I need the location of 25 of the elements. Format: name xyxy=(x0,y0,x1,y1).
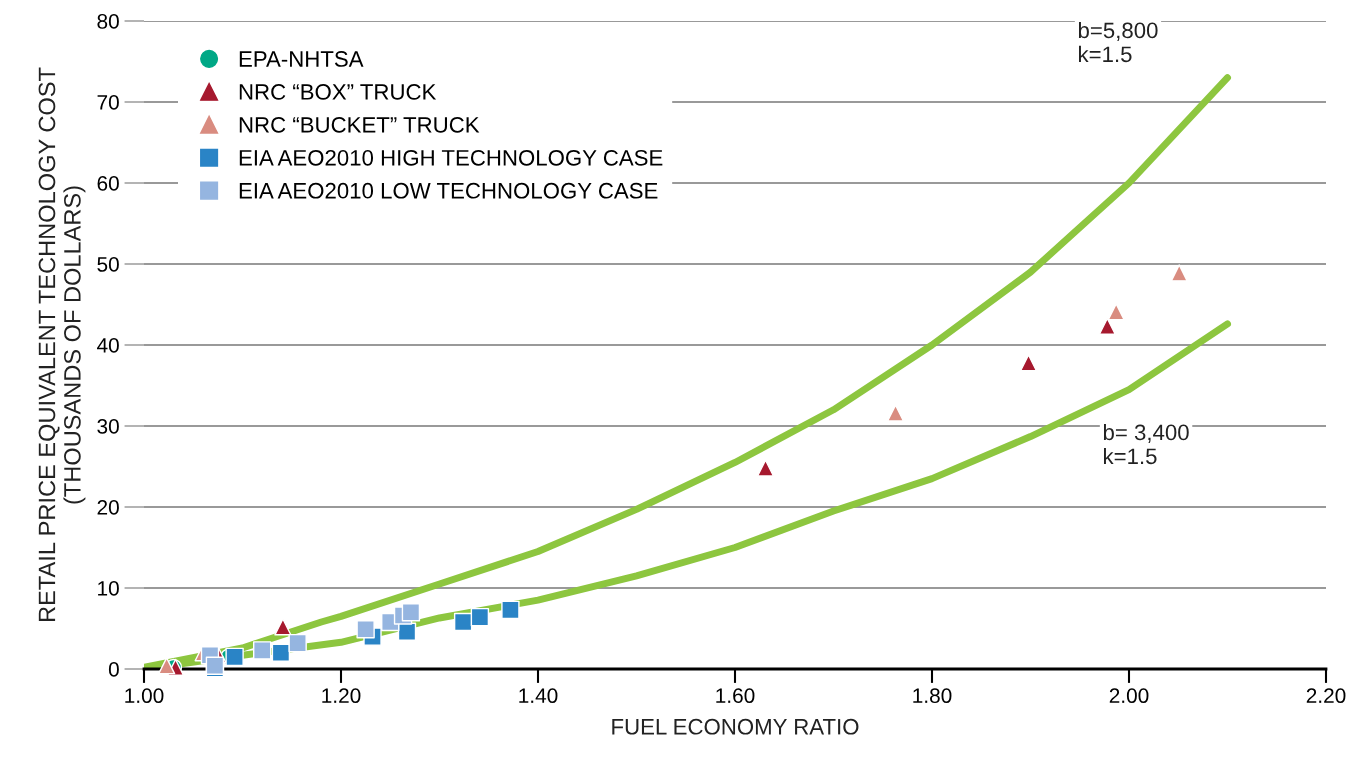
y-axis-title: RETAIL PRICE EQUIVALENT TECHNOLOGY COST (THOUSANDS OF DOLLARS) xyxy=(38,67,86,622)
legend-label: EIA AEO2010 HIGH TECHNOLOGY CASE xyxy=(239,149,663,166)
legend-label: EPA-NHTSA xyxy=(239,51,364,67)
y-tick-label: 10 xyxy=(98,581,119,596)
annotation: b=5,800 k=1.5 xyxy=(1078,21,1158,63)
y-tick-label: 70 xyxy=(97,95,119,110)
x-tick-label: 1.60 xyxy=(716,688,755,704)
y-tick-label: 80 xyxy=(97,14,119,29)
x-tick-label: 1.40 xyxy=(519,688,558,704)
x-tick-label: 2.20 xyxy=(1306,688,1346,704)
legend-label: NRC “BUCKET” TRUCK xyxy=(239,117,480,133)
y-tick-label: 30 xyxy=(97,419,119,434)
x-tick-label: 2.00 xyxy=(1109,688,1149,704)
y-tick-label: 40 xyxy=(97,338,119,353)
y-tick-label: 0 xyxy=(108,662,119,677)
annotation: b= 3,400 k=1.5 xyxy=(1103,423,1189,465)
legend-label: EIA AEO2010 LOW TECHNOLOGY CASE xyxy=(239,182,658,199)
x-axis-title: FUEL ECONOMY RATIO xyxy=(612,718,859,735)
y-tick-label: 50 xyxy=(97,257,119,272)
x-tick-label: 1.80 xyxy=(913,688,952,704)
legend-label: NRC “BOX” TRUCK xyxy=(239,84,437,100)
y-tick-label: 60 xyxy=(97,176,119,191)
x-tick-label: 1.00 xyxy=(125,688,164,704)
y-tick-label: 20 xyxy=(97,500,119,515)
x-tick-label: 1.20 xyxy=(322,688,361,704)
